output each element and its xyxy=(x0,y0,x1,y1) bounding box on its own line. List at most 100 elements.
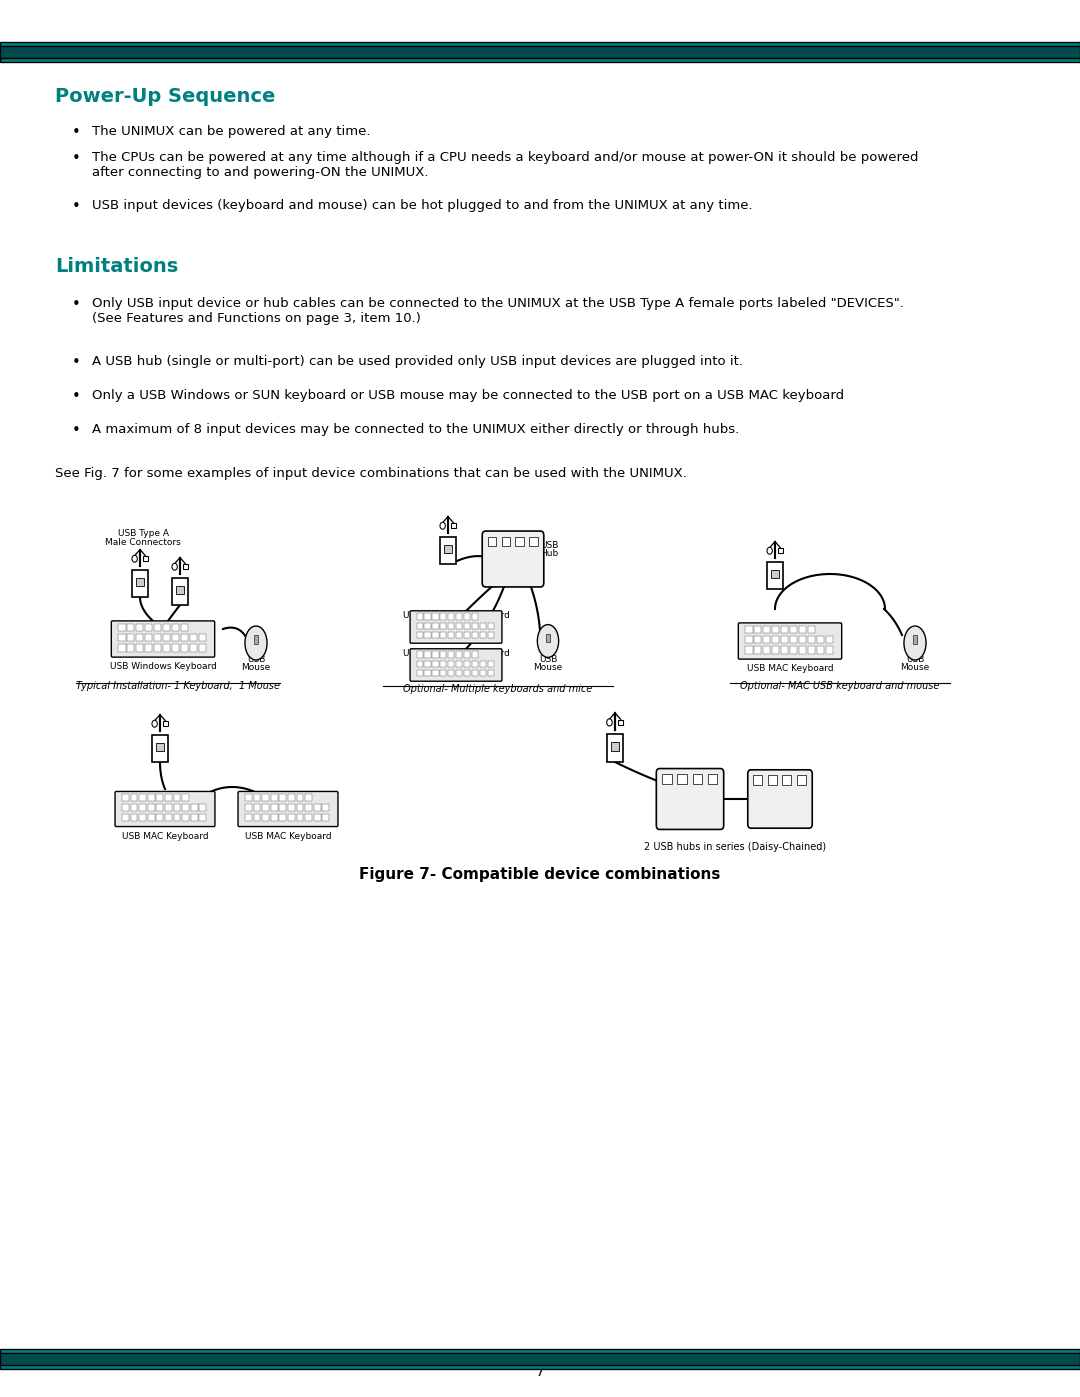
FancyBboxPatch shape xyxy=(180,634,188,641)
FancyBboxPatch shape xyxy=(464,651,470,658)
FancyBboxPatch shape xyxy=(323,814,329,821)
Text: 7: 7 xyxy=(536,1365,544,1379)
FancyBboxPatch shape xyxy=(306,805,312,812)
FancyBboxPatch shape xyxy=(145,644,152,652)
FancyBboxPatch shape xyxy=(139,793,146,802)
FancyBboxPatch shape xyxy=(417,661,422,668)
Text: Figure 7- Compatible device combinations: Figure 7- Compatible device combinations xyxy=(360,868,720,882)
FancyBboxPatch shape xyxy=(781,647,788,654)
Text: The CPUs can be powered at any time although if a CPU needs a keyboard and/or mo: The CPUs can be powered at any time alth… xyxy=(92,151,918,179)
FancyBboxPatch shape xyxy=(136,623,144,631)
FancyBboxPatch shape xyxy=(782,775,792,785)
FancyBboxPatch shape xyxy=(488,536,497,546)
FancyBboxPatch shape xyxy=(789,626,797,633)
FancyBboxPatch shape xyxy=(781,626,788,633)
Circle shape xyxy=(152,721,158,728)
FancyBboxPatch shape xyxy=(808,647,815,654)
FancyBboxPatch shape xyxy=(448,631,455,638)
FancyBboxPatch shape xyxy=(148,805,154,812)
FancyBboxPatch shape xyxy=(482,531,544,587)
FancyBboxPatch shape xyxy=(772,626,780,633)
FancyBboxPatch shape xyxy=(172,644,179,652)
FancyBboxPatch shape xyxy=(165,793,172,802)
FancyBboxPatch shape xyxy=(314,814,321,821)
FancyBboxPatch shape xyxy=(441,651,446,658)
FancyBboxPatch shape xyxy=(739,623,841,659)
FancyBboxPatch shape xyxy=(417,669,422,676)
FancyBboxPatch shape xyxy=(464,669,470,676)
FancyBboxPatch shape xyxy=(154,623,161,631)
Text: Only a USB Windows or SUN keyboard or USB mouse may be connected to the USB port: Only a USB Windows or SUN keyboard or US… xyxy=(92,388,845,402)
FancyBboxPatch shape xyxy=(122,793,129,802)
FancyBboxPatch shape xyxy=(314,805,321,812)
FancyBboxPatch shape xyxy=(480,631,486,638)
FancyBboxPatch shape xyxy=(754,647,761,654)
FancyBboxPatch shape xyxy=(127,623,135,631)
Ellipse shape xyxy=(538,624,558,658)
FancyBboxPatch shape xyxy=(662,774,672,784)
FancyBboxPatch shape xyxy=(0,46,1080,59)
FancyBboxPatch shape xyxy=(254,814,260,821)
FancyBboxPatch shape xyxy=(487,631,494,638)
FancyBboxPatch shape xyxy=(771,570,779,578)
FancyBboxPatch shape xyxy=(417,623,422,629)
FancyBboxPatch shape xyxy=(136,634,144,641)
FancyBboxPatch shape xyxy=(0,42,1080,61)
FancyBboxPatch shape xyxy=(432,651,438,658)
FancyBboxPatch shape xyxy=(424,631,431,638)
Ellipse shape xyxy=(904,626,926,659)
FancyBboxPatch shape xyxy=(501,536,510,546)
FancyBboxPatch shape xyxy=(271,793,278,802)
Circle shape xyxy=(132,555,137,562)
FancyBboxPatch shape xyxy=(157,814,163,821)
Text: Hub: Hub xyxy=(540,549,558,557)
Text: •: • xyxy=(72,388,81,404)
Circle shape xyxy=(440,522,445,529)
Circle shape xyxy=(607,719,612,726)
FancyBboxPatch shape xyxy=(288,805,295,812)
FancyBboxPatch shape xyxy=(180,623,188,631)
FancyBboxPatch shape xyxy=(799,636,806,644)
FancyBboxPatch shape xyxy=(157,805,163,812)
FancyBboxPatch shape xyxy=(271,814,278,821)
FancyBboxPatch shape xyxy=(472,651,478,658)
FancyBboxPatch shape xyxy=(190,644,197,652)
FancyBboxPatch shape xyxy=(448,669,455,676)
FancyBboxPatch shape xyxy=(825,636,833,644)
Text: Optional- MAC USB keyboard and mouse: Optional- MAC USB keyboard and mouse xyxy=(740,680,940,692)
FancyBboxPatch shape xyxy=(424,669,431,676)
FancyBboxPatch shape xyxy=(262,793,269,802)
Text: Mouse: Mouse xyxy=(901,664,930,672)
FancyBboxPatch shape xyxy=(610,742,619,750)
FancyBboxPatch shape xyxy=(111,620,215,657)
FancyBboxPatch shape xyxy=(254,793,260,802)
FancyBboxPatch shape xyxy=(456,631,462,638)
FancyBboxPatch shape xyxy=(172,623,179,631)
FancyBboxPatch shape xyxy=(432,613,438,620)
FancyBboxPatch shape xyxy=(417,631,422,638)
FancyBboxPatch shape xyxy=(432,623,438,629)
FancyBboxPatch shape xyxy=(607,733,623,761)
FancyBboxPatch shape xyxy=(116,792,215,827)
FancyBboxPatch shape xyxy=(768,775,777,785)
FancyBboxPatch shape xyxy=(764,626,770,633)
Text: See Fig. 7 for some examples of input device combinations that can be used with : See Fig. 7 for some examples of input de… xyxy=(55,467,687,481)
FancyBboxPatch shape xyxy=(280,805,286,812)
FancyBboxPatch shape xyxy=(424,651,431,658)
FancyBboxPatch shape xyxy=(464,613,470,620)
Text: NTI UNIMUX SERIES USB DVI KVM SWITCH: NTI UNIMUX SERIES USB DVI KVM SWITCH xyxy=(55,45,319,54)
Text: 2 USB hubs in series (Daisy-Chained): 2 USB hubs in series (Daisy-Chained) xyxy=(644,842,826,852)
Text: The UNIMUX can be powered at any time.: The UNIMUX can be powered at any time. xyxy=(92,124,370,138)
FancyBboxPatch shape xyxy=(808,626,815,633)
FancyBboxPatch shape xyxy=(444,545,453,553)
Text: USB: USB xyxy=(539,655,557,664)
FancyBboxPatch shape xyxy=(754,626,761,633)
FancyBboxPatch shape xyxy=(768,562,783,590)
FancyBboxPatch shape xyxy=(280,793,286,802)
FancyBboxPatch shape xyxy=(136,644,144,652)
FancyBboxPatch shape xyxy=(174,814,180,821)
FancyBboxPatch shape xyxy=(148,793,154,802)
FancyBboxPatch shape xyxy=(173,578,188,605)
FancyBboxPatch shape xyxy=(154,644,161,652)
FancyBboxPatch shape xyxy=(262,814,269,821)
